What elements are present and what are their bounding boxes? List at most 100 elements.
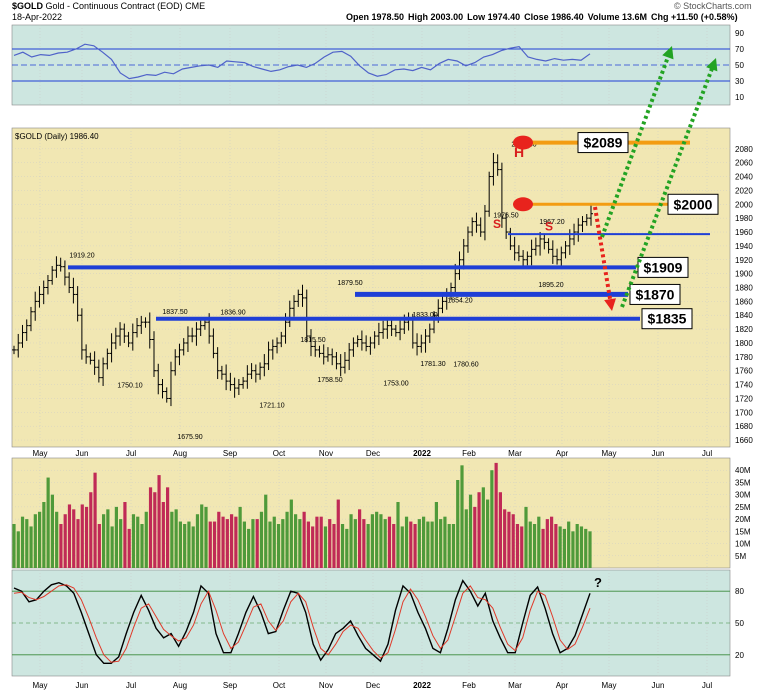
price-y-tick-label: 1860 (735, 297, 753, 306)
volume-bar (511, 514, 515, 568)
volume-y-tick-label: 5M (735, 552, 746, 561)
level-label-text: $1909 (644, 259, 683, 275)
x-tick-label-bottom: Nov (319, 681, 333, 690)
level-label-box (577, 132, 629, 154)
level-label-text: $2000 (674, 196, 713, 212)
level-label-box (629, 283, 681, 305)
volume-bar (426, 521, 430, 568)
volume-bar (417, 519, 421, 568)
stat-close: Close 1986.40 (524, 12, 584, 22)
volume-bar (541, 528, 545, 568)
volume-bar (183, 524, 187, 568)
price-y-tick-label: 2060 (735, 159, 753, 168)
volume-bar (515, 524, 520, 568)
volume-bar (366, 524, 370, 568)
volume-bar (84, 506, 89, 568)
price-value-label: 1879.50 (337, 280, 362, 287)
x-tick-label-bottom: May (32, 681, 47, 690)
volume-bar (558, 526, 562, 568)
volume-bar (353, 519, 357, 568)
volume-bar (554, 524, 558, 568)
x-tick-label-bottom: Jun (76, 681, 89, 690)
volume-bar (255, 519, 259, 568)
x-tick-label-bottom: Jul (126, 681, 136, 690)
x-tick-label-price: Apr (556, 449, 569, 458)
up-arrow-2 (620, 64, 716, 308)
volume-bar (379, 514, 383, 568)
up-arrow-1 (600, 52, 672, 238)
volume-y-tick-label: 30M (735, 491, 751, 500)
chart-symbol: $GOLD Gold - Continuous Contract (EOD) C… (12, 1, 205, 11)
volume-bar (174, 509, 178, 568)
volume-bar (477, 492, 481, 568)
rsi-y-tick-label: 70 (735, 45, 744, 54)
x-tick-label-price: Jul (702, 449, 712, 458)
volume-bar (486, 499, 490, 568)
volume-bar (72, 509, 76, 568)
level-label-text: $1870 (636, 286, 675, 302)
volume-bar (404, 516, 409, 568)
head-shoulders-label: H (514, 144, 524, 160)
stat-volume: Volume 13.6M (587, 12, 648, 22)
volume-bar (451, 524, 456, 568)
rsi-y-tick-label: 90 (735, 29, 744, 38)
stochastic-slow-line (13, 584, 591, 663)
volume-bar (473, 506, 477, 568)
volume-bar (114, 506, 118, 568)
head-shoulders-label: S (493, 217, 501, 231)
volume-bar (187, 521, 191, 568)
volume-bar (400, 526, 404, 568)
down-arrow (593, 206, 613, 304)
volume-bar (579, 526, 584, 568)
stat-high: High 2003.00 (408, 12, 464, 22)
volume-bar (562, 528, 566, 568)
volume-bar (439, 519, 443, 568)
volume-bar (20, 516, 25, 568)
volume-bar (59, 524, 63, 568)
volume-bar (38, 511, 42, 568)
volume-bar (422, 516, 426, 568)
rsi-panel-bg (11, 24, 731, 106)
price-y-tick-label: 1740 (735, 381, 753, 390)
volume-bar (55, 511, 59, 568)
rsi-y-tick-label: 10 (735, 93, 744, 102)
price-y-tick-label: 1980 (735, 214, 753, 223)
x-tick-label-price: Sep (223, 449, 238, 458)
volume-bar (42, 502, 46, 568)
volume-bar (575, 524, 579, 568)
chart-date: 18-Apr-2022 (12, 12, 63, 22)
volume-bar (16, 531, 20, 568)
level-label-text: $2089 (584, 135, 623, 151)
volume-bar (362, 519, 366, 568)
volume-bar (311, 526, 315, 568)
x-tick-label-price: Jun (652, 449, 665, 458)
volume-bar (221, 516, 225, 568)
volume-bar (468, 494, 473, 568)
volume-bar (571, 531, 575, 568)
price-value-label: 1833.00 (412, 312, 437, 319)
price-y-tick-label: 1880 (735, 284, 753, 293)
volume-bar (242, 521, 246, 568)
volume-y-tick-label: 25M (735, 503, 751, 512)
volume-bar (166, 487, 170, 568)
volume-bar (157, 475, 161, 568)
price-panel-bg (11, 127, 731, 448)
x-tick-label-price: Mar (508, 449, 522, 458)
price-value-label: 1780.60 (453, 361, 478, 368)
stochastic-fast-line (13, 579, 591, 664)
level-marker-dot (513, 135, 533, 150)
volume-bar (247, 528, 251, 568)
x-tick-label-price: Jun (76, 449, 89, 458)
volume-bar (387, 516, 392, 568)
volume-y-tick-label: 20M (735, 515, 751, 524)
x-tick-label-price: Feb (462, 449, 476, 458)
volume-bar (520, 526, 524, 568)
down-arrow-head (604, 298, 616, 311)
volume-bar (123, 502, 127, 568)
volume-bar (276, 524, 281, 568)
volume-bar (302, 511, 306, 568)
price-y-tick-label: 2020 (735, 186, 753, 195)
x-tick-label-price: Dec (366, 449, 380, 458)
volume-bar (80, 504, 84, 568)
volume-bar (434, 502, 438, 568)
